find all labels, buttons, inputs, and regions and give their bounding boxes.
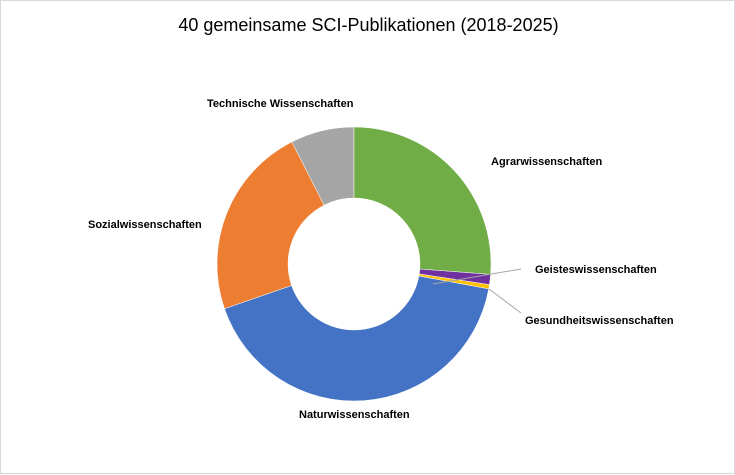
label-sozialwissenschaften: Sozialwissenschaften <box>88 219 202 231</box>
slice-agrarwissenschaften <box>353 126 492 275</box>
label-agrarwissenschaften: Agrarwissenschaften <box>491 156 603 168</box>
slice-sozialwissenschaften <box>216 141 325 310</box>
leader-line-gesundheitswissenschaften <box>488 288 522 314</box>
chart-title: 40 gemeinsame SCI-Publikationen (2018-20… <box>178 15 559 35</box>
label-technische-wissenschaften: Technische Wissenschaften <box>207 98 354 110</box>
label-geisteswissenschaften: Geisteswissenschaften <box>535 264 657 276</box>
label-naturwissenschaften: Naturwissenschaften <box>299 409 410 421</box>
label-gesundheitswissenschaften: Gesundheitswissenschaften <box>525 315 674 327</box>
slice-naturwissenschaften <box>224 275 490 402</box>
leader-line-geisteswissenschaften <box>432 268 522 285</box>
slice-geisteswissenschaften <box>418 268 491 285</box>
